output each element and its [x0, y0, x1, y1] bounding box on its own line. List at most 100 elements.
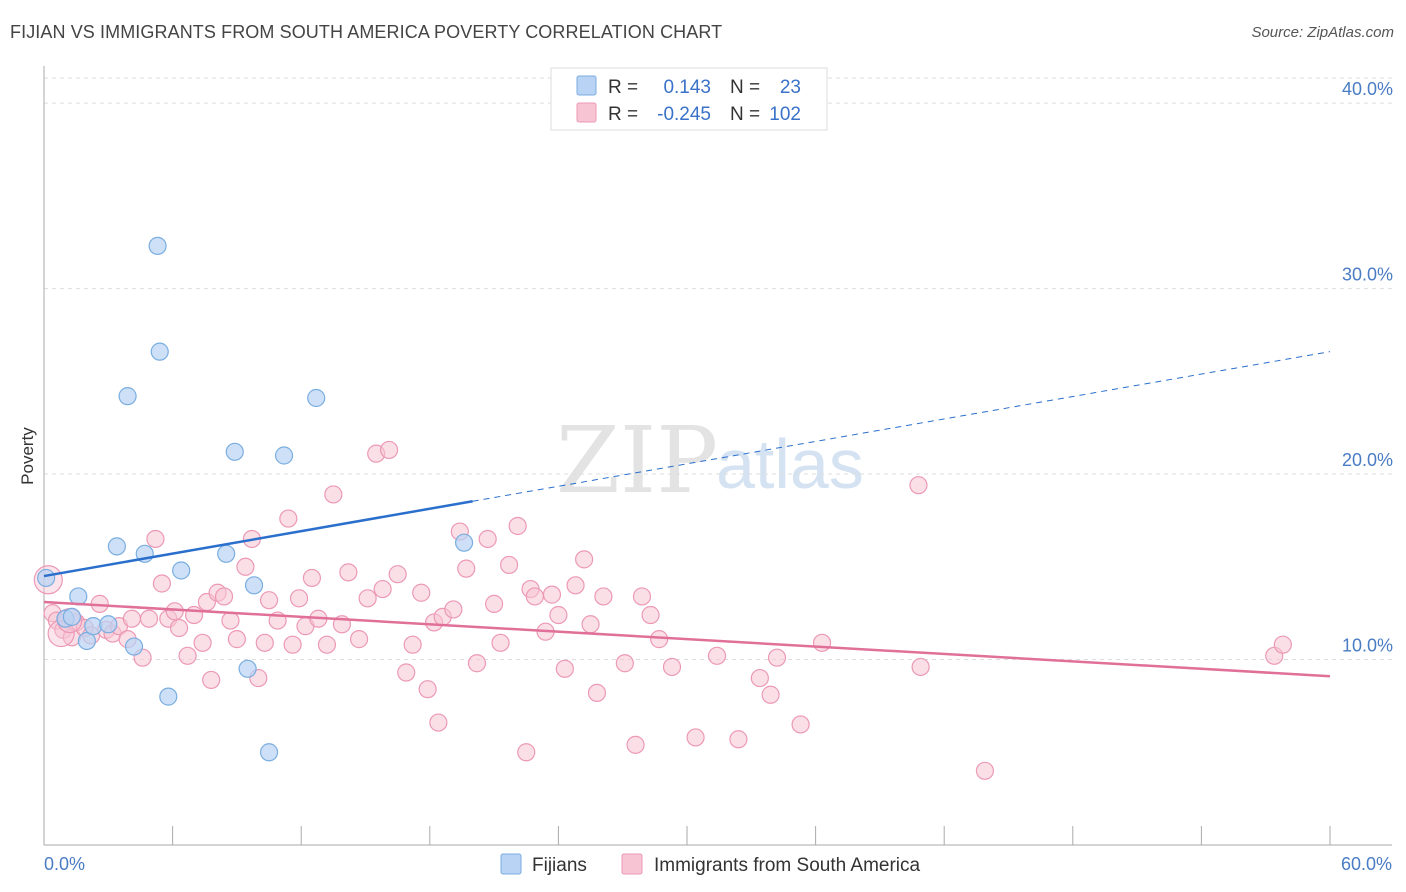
- immigrants-point: [139, 609, 159, 628]
- immigrants-point: [388, 565, 407, 584]
- stats-legend: R = 0.143 N = 23 R = -0.245 N = 102: [550, 67, 828, 131]
- fijians-trend-extension: [472, 351, 1331, 502]
- fijians-point: [124, 637, 144, 656]
- fijians-point: [118, 387, 137, 406]
- fijians-n-value: 23: [780, 77, 801, 98]
- immigrants-r-label: R =: [608, 104, 638, 125]
- immigrants-point: [339, 563, 358, 582]
- fijians-trend-line: [43, 500, 473, 578]
- y-tick-labels: 10.0% 20.0% 30.0% 40.0%: [1342, 79, 1393, 655]
- fijians-points: [37, 236, 474, 762]
- immigrants-point: [259, 591, 279, 610]
- immigrants-point: [791, 715, 810, 734]
- immigrants-point: [575, 550, 594, 569]
- fijians-point: [217, 544, 236, 563]
- y-tick-label: 10.0%: [1342, 636, 1393, 656]
- immigrants-point: [566, 576, 585, 595]
- immigrants-point: [317, 635, 337, 654]
- fijians-point: [148, 236, 167, 256]
- immigrants-point: [403, 635, 422, 654]
- stats-legend-box: [550, 67, 828, 131]
- immigrants-point: [761, 685, 780, 704]
- immigrants-point: [279, 509, 298, 528]
- immigrants-point: [517, 743, 536, 762]
- fijians-point: [99, 615, 118, 634]
- x-tick-label-min: 0.0%: [44, 854, 85, 874]
- immigrants-point: [500, 555, 519, 575]
- immigrants-point: [165, 602, 184, 621]
- legend-immigrants-swatch: [621, 853, 643, 875]
- immigrants-point: [909, 476, 928, 495]
- immigrants-point: [236, 557, 255, 576]
- immigrants-point: [457, 559, 476, 578]
- immigrants-point: [227, 630, 246, 649]
- immigrants-n-label: N =: [730, 104, 760, 125]
- immigrants-point: [555, 659, 574, 678]
- immigrants-point: [491, 633, 510, 652]
- immigrants-point: [911, 657, 930, 677]
- immigrants-point: [283, 635, 302, 654]
- legend-immigrants-label: Immigrants from South America: [654, 855, 921, 876]
- immigrants-point: [975, 761, 995, 780]
- immigrants-point: [767, 648, 787, 667]
- fijians-point: [454, 533, 474, 552]
- immigrants-point: [707, 646, 727, 665]
- fijians-point: [307, 388, 326, 408]
- immigrants-point: [587, 683, 607, 703]
- chart-title: FIJIAN VS IMMIGRANTS FROM SOUTH AMERICA …: [10, 22, 723, 42]
- fijians-point: [259, 743, 279, 762]
- immigrants-swatch: [576, 102, 597, 123]
- immigrants-point: [202, 670, 221, 690]
- immigrants-point: [122, 609, 141, 628]
- immigrants-point: [686, 728, 705, 747]
- fijians-point: [159, 687, 178, 706]
- y-tick-label: 20.0%: [1342, 450, 1393, 470]
- immigrants-point: [812, 633, 832, 652]
- fijians-r-value: 0.143: [663, 77, 711, 98]
- immigrants-point: [485, 594, 504, 613]
- watermark-atlas: atlas: [716, 425, 864, 503]
- immigrants-point: [184, 605, 204, 625]
- immigrants-point: [349, 630, 369, 649]
- y-tick-label: 30.0%: [1342, 265, 1393, 285]
- immigrants-point: [650, 630, 669, 649]
- immigrants-point: [594, 587, 613, 606]
- immigrants-point: [467, 654, 487, 673]
- immigrants-point: [412, 583, 431, 602]
- immigrants-trend-line: [43, 600, 1331, 678]
- immigrants-point: [549, 605, 568, 625]
- immigrants-point: [221, 611, 240, 630]
- immigrants-point: [214, 587, 234, 606]
- y-axis-title: Poverty: [18, 427, 37, 485]
- immigrants-point: [397, 663, 416, 682]
- immigrants-point: [729, 730, 748, 749]
- fijians-point: [238, 659, 257, 678]
- immigrants-point: [750, 668, 769, 688]
- immigrants-point: [508, 516, 527, 536]
- fijians-point: [172, 561, 191, 580]
- x-tick-label-max: 60.0%: [1341, 854, 1392, 874]
- immigrants-r-value: -0.245: [657, 104, 711, 125]
- fijians-point: [150, 342, 169, 361]
- immigrants-point: [152, 574, 171, 593]
- immigrants-point: [193, 633, 212, 652]
- y-tick-label: 40.0%: [1342, 79, 1393, 99]
- watermark-zip: ZIP: [556, 407, 718, 514]
- fijians-point: [274, 446, 294, 465]
- immigrants-point: [444, 600, 463, 619]
- fijians-point: [84, 617, 103, 636]
- legend-fijians-label: Fijians: [532, 855, 587, 876]
- immigrants-point: [255, 633, 274, 652]
- immigrants-point: [615, 654, 634, 673]
- immigrants-n-value: 102: [769, 104, 801, 125]
- trend-lines: [43, 351, 1331, 678]
- immigrants-point: [289, 589, 309, 608]
- fijians-point: [225, 442, 244, 461]
- fijians-point: [37, 568, 56, 588]
- immigrants-point: [429, 713, 448, 732]
- immigrants-point: [525, 587, 544, 606]
- immigrants-point: [626, 735, 645, 754]
- fijians-point: [107, 537, 126, 556]
- x-axis-ticks: [43, 826, 1331, 845]
